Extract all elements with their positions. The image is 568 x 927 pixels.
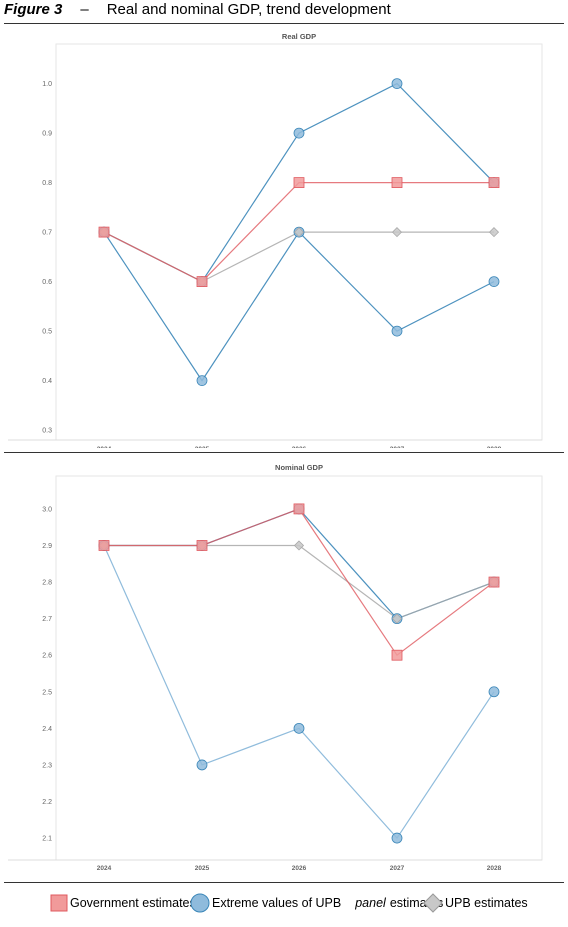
x-tick-label: 2025 [195, 446, 210, 448]
y-tick-label: 0.8 [42, 180, 52, 187]
data-point-government [293, 503, 305, 515]
legend-label-upb: UPB estimates [445, 896, 528, 910]
y-tick-label: 0.9 [42, 131, 52, 138]
x-tick-label: 2025 [195, 865, 210, 872]
panel-divider-rule [4, 452, 564, 453]
x-tick-label: 2027 [390, 865, 405, 872]
plot-frame [55, 43, 543, 441]
y-tick-label: 2.3 [42, 762, 52, 769]
y-tick-label: 2.2 [42, 799, 52, 806]
y-tick-label: 0.5 [42, 329, 52, 336]
data-point-government [196, 276, 208, 288]
data-point-extreme_low [488, 686, 500, 698]
x-tick-label: 2024 [97, 446, 112, 448]
plot-frame [55, 475, 543, 861]
data-point-extreme_high [293, 127, 305, 139]
series-line-government [104, 508, 495, 657]
figure-header: Figure 3 – Real and nominal GDP, trend d… [4, 0, 564, 22]
data-point-extreme_low [196, 759, 208, 771]
x-tick-label: 2026 [292, 446, 307, 448]
figure-title: Real and nominal GDP, trend development [106, 1, 391, 18]
header-rule [4, 23, 564, 24]
data-point-government [488, 576, 500, 588]
real-gdp-chart: Real GDP 0.3 0.4 0.5 0.6 0.7 0.8 0.9 1.0 2024 2025… [8, 32, 543, 448]
y-tick-label: 0.7 [42, 230, 52, 237]
data-point-upb [391, 613, 403, 624]
data-point-government [488, 177, 500, 189]
legend-item-government: Government estimates [50, 888, 196, 918]
y-tick-label: 2.1 [42, 836, 52, 843]
data-point-government [98, 540, 110, 551]
x-tick-label: 2024 [97, 865, 112, 872]
data-point-extreme_low [196, 375, 208, 387]
legend-item-upb: UPB estimates [423, 888, 528, 918]
data-point-extreme_high [391, 78, 403, 89]
data-point-upb [293, 540, 305, 551]
data-point-extreme_low [391, 832, 403, 844]
nominal-gdp-panel: Nominal GDP 2.1 2.2 2.3 2.4 2.5 2.6 2.7 2.8 2.9 3.… [4, 458, 564, 878]
data-point-extreme_low [293, 722, 305, 734]
data-point-government [196, 540, 208, 551]
data-point-extreme_low [488, 276, 500, 288]
y-tick-label: 2.4 [42, 726, 52, 733]
y-tick-label: 0.6 [42, 279, 52, 286]
legend-item-extreme: Extreme values of UPB panel estimates [190, 888, 443, 918]
y-tick-label: 1.0 [42, 81, 52, 88]
legend-label-extreme: Extreme values of UPB [212, 896, 342, 910]
data-point-government [391, 177, 403, 189]
legend-rule [4, 882, 564, 883]
y-tick-label: 0.3 [42, 428, 52, 435]
x-tick-label: 2027 [390, 446, 405, 448]
x-tick-label: 2026 [292, 865, 307, 872]
legend-label-extreme-em: panel [355, 896, 386, 910]
legend-diamond-icon [423, 893, 443, 913]
data-point-extreme_low [391, 325, 403, 337]
y-tick-label: 2.6 [42, 653, 52, 660]
nominal-gdp-chart: Nominal GDP 2.1 2.2 2.3 2.4 2.5 2.6 2.7 2.8 2.9 3.… [8, 463, 543, 872]
data-point-government [98, 226, 110, 238]
y-tick-label: 3.0 [42, 506, 52, 513]
legend-square-icon [50, 894, 68, 912]
series-line-extreme_low [103, 545, 495, 840]
series-line-upb [104, 544, 495, 620]
chart-title: Nominal GDP [275, 463, 323, 472]
y-tick-label: 2.9 [42, 543, 52, 550]
data-point-government [293, 177, 305, 189]
y-tick-label: 2.5 [42, 689, 52, 696]
series-line-extreme_high [104, 508, 495, 620]
y-tick-label: 2.7 [42, 616, 52, 623]
legend-circle-icon [190, 893, 210, 913]
chart-title: Real GDP [282, 32, 316, 41]
series-line-upb [103, 231, 494, 283]
data-point-upb [391, 227, 403, 238]
figure-dash: – [80, 1, 89, 18]
legend: Government estimates Extreme values of U… [0, 888, 568, 918]
y-tick-label: 0.4 [42, 378, 52, 385]
figure-label: Figure 3 [4, 1, 63, 18]
x-tick-label: 2028 [487, 865, 502, 872]
data-point-upb [488, 227, 500, 238]
legend-label-government: Government estimates [70, 896, 196, 910]
real-gdp-panel: Real GDP 0.3 0.4 0.5 0.6 0.7 0.8 0.9 1.0 2024 2025… [4, 28, 564, 448]
y-tick-label: 2.8 [42, 580, 52, 587]
x-tick-label: 2028 [487, 446, 502, 448]
data-point-upb [293, 227, 305, 238]
data-point-government [391, 649, 403, 661]
series-line-extreme_low [103, 231, 495, 382]
